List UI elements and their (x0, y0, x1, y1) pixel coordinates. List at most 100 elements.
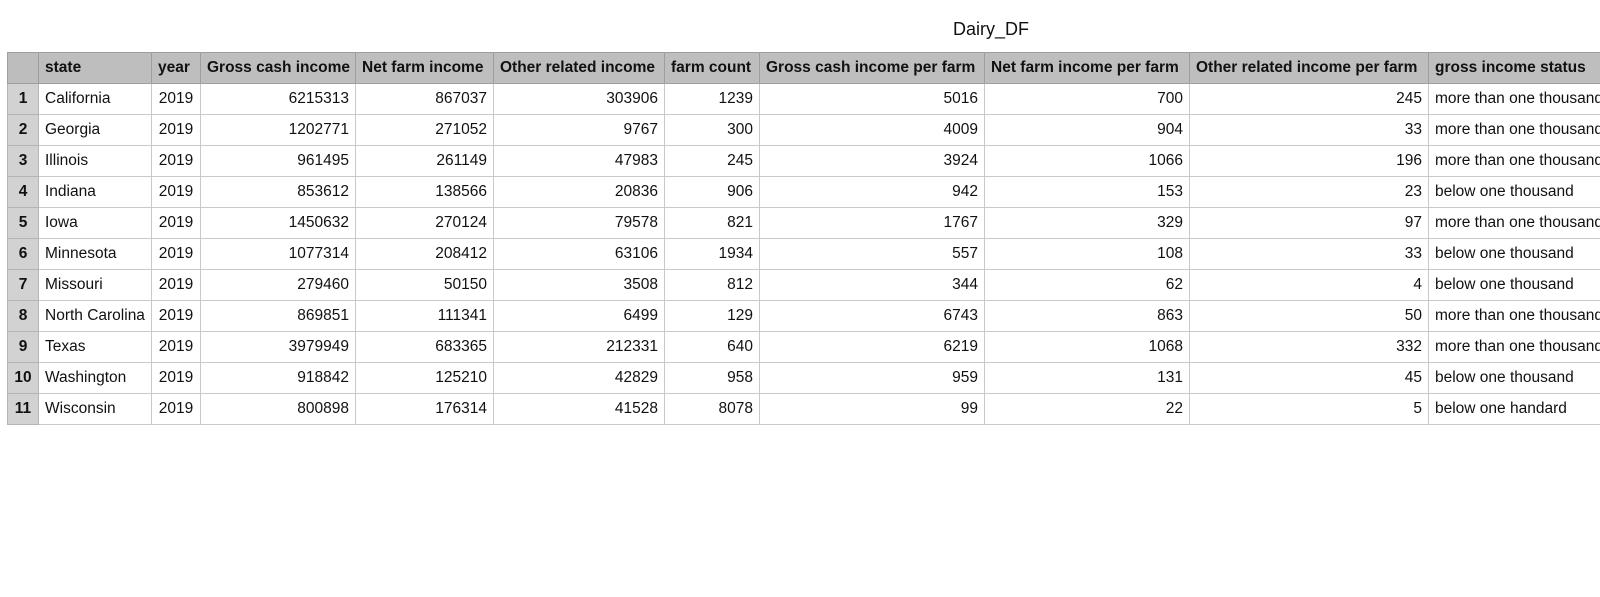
cell-net-farm-income-per-farm[interactable]: 62 (984, 269, 1190, 301)
cell-gross-cash-income-per-farm[interactable]: 3924 (759, 145, 985, 177)
cell-gross-cash-income[interactable]: 961495 (200, 145, 356, 177)
cell-farm-count[interactable]: 245 (664, 145, 760, 177)
cell-gross-income-status[interactable]: below one thousand (1428, 176, 1600, 208)
cell-gross-cash-income-per-farm[interactable]: 6219 (759, 331, 985, 363)
cell-year[interactable]: 2019 (151, 300, 201, 332)
cell-gross-cash-income[interactable]: 800898 (200, 393, 356, 425)
cell-other-related-income[interactable]: 9767 (493, 114, 665, 146)
cell-net-farm-income-per-farm[interactable]: 904 (984, 114, 1190, 146)
cell-net-farm-income-per-farm[interactable]: 329 (984, 207, 1190, 239)
cell-net-farm-income[interactable]: 261149 (355, 145, 494, 177)
cell-state[interactable]: Texas (38, 331, 152, 363)
column-header[interactable]: Other related income (493, 52, 665, 84)
cell-other-related-income[interactable]: 63106 (493, 238, 665, 270)
cell-other-related-income-per-farm[interactable]: 97 (1189, 207, 1429, 239)
cell-gross-income-status[interactable]: below one thousand (1428, 238, 1600, 270)
cell-gross-cash-income-per-farm[interactable]: 4009 (759, 114, 985, 146)
cell-net-farm-income[interactable]: 271052 (355, 114, 494, 146)
cell-state[interactable]: Minnesota (38, 238, 152, 270)
column-header[interactable]: Net farm income per farm (984, 52, 1190, 84)
cell-other-related-income[interactable]: 47983 (493, 145, 665, 177)
cell-state[interactable]: North Carolina (38, 300, 152, 332)
cell-year[interactable]: 2019 (151, 331, 201, 363)
cell-net-farm-income[interactable]: 50150 (355, 269, 494, 301)
cell-year[interactable]: 2019 (151, 145, 201, 177)
cell-gross-cash-income[interactable]: 3979949 (200, 331, 356, 363)
cell-gross-cash-income-per-farm[interactable]: 6743 (759, 300, 985, 332)
cell-year[interactable]: 2019 (151, 238, 201, 270)
cell-state[interactable]: Indiana (38, 176, 152, 208)
cell-net-farm-income-per-farm[interactable]: 863 (984, 300, 1190, 332)
cell-gross-cash-income[interactable]: 918842 (200, 362, 356, 394)
row-number[interactable]: 4 (7, 176, 39, 208)
cell-gross-cash-income-per-farm[interactable]: 5016 (759, 83, 985, 115)
cell-gross-cash-income-per-farm[interactable]: 99 (759, 393, 985, 425)
cell-gross-cash-income[interactable]: 6215313 (200, 83, 356, 115)
cell-year[interactable]: 2019 (151, 362, 201, 394)
cell-state[interactable]: Washington (38, 362, 152, 394)
cell-net-farm-income[interactable]: 125210 (355, 362, 494, 394)
cell-gross-cash-income-per-farm[interactable]: 942 (759, 176, 985, 208)
cell-net-farm-income[interactable]: 867037 (355, 83, 494, 115)
cell-other-related-income-per-farm[interactable]: 245 (1189, 83, 1429, 115)
cell-year[interactable]: 2019 (151, 393, 201, 425)
cell-other-related-income-per-farm[interactable]: 196 (1189, 145, 1429, 177)
cell-other-related-income-per-farm[interactable]: 5 (1189, 393, 1429, 425)
cell-year[interactable]: 2019 (151, 269, 201, 301)
cell-gross-income-status[interactable]: below one thousand (1428, 362, 1600, 394)
cell-net-farm-income-per-farm[interactable]: 131 (984, 362, 1190, 394)
cell-gross-cash-income-per-farm[interactable]: 557 (759, 238, 985, 270)
cell-net-farm-income-per-farm[interactable]: 1068 (984, 331, 1190, 363)
cell-farm-count[interactable]: 640 (664, 331, 760, 363)
cell-gross-cash-income-per-farm[interactable]: 959 (759, 362, 985, 394)
cell-other-related-income[interactable]: 42829 (493, 362, 665, 394)
cell-net-farm-income-per-farm[interactable]: 700 (984, 83, 1190, 115)
row-number[interactable]: 1 (7, 83, 39, 115)
row-number[interactable]: 8 (7, 300, 39, 332)
cell-farm-count[interactable]: 958 (664, 362, 760, 394)
cell-other-related-income[interactable]: 303906 (493, 83, 665, 115)
cell-farm-count[interactable]: 129 (664, 300, 760, 332)
cell-gross-cash-income-per-farm[interactable]: 344 (759, 269, 985, 301)
row-number[interactable]: 7 (7, 269, 39, 301)
cell-gross-cash-income[interactable]: 1202771 (200, 114, 356, 146)
column-header[interactable]: year (151, 52, 201, 84)
column-header[interactable]: state (38, 52, 152, 84)
row-number[interactable]: 3 (7, 145, 39, 177)
cell-year[interactable]: 2019 (151, 176, 201, 208)
cell-farm-count[interactable]: 1934 (664, 238, 760, 270)
row-number[interactable]: 11 (7, 393, 39, 425)
column-header[interactable]: gross income status (1428, 52, 1600, 84)
cell-gross-income-status[interactable]: below one thousand (1428, 269, 1600, 301)
cell-gross-cash-income[interactable]: 853612 (200, 176, 356, 208)
cell-farm-count[interactable]: 812 (664, 269, 760, 301)
cell-farm-count[interactable]: 300 (664, 114, 760, 146)
cell-farm-count[interactable]: 821 (664, 207, 760, 239)
cell-gross-income-status[interactable]: more than one thousand (1428, 83, 1600, 115)
cell-state[interactable]: Georgia (38, 114, 152, 146)
cell-other-related-income[interactable]: 212331 (493, 331, 665, 363)
cell-net-farm-income[interactable]: 111341 (355, 300, 494, 332)
corner-cell[interactable] (7, 52, 39, 84)
cell-gross-cash-income[interactable]: 1450632 (200, 207, 356, 239)
cell-gross-income-status[interactable]: more than one thousand (1428, 114, 1600, 146)
cell-net-farm-income[interactable]: 683365 (355, 331, 494, 363)
cell-gross-income-status[interactable]: more than one thousand (1428, 331, 1600, 363)
cell-other-related-income[interactable]: 3508 (493, 269, 665, 301)
row-number[interactable]: 6 (7, 238, 39, 270)
cell-other-related-income-per-farm[interactable]: 45 (1189, 362, 1429, 394)
cell-net-farm-income-per-farm[interactable]: 1066 (984, 145, 1190, 177)
cell-farm-count[interactable]: 1239 (664, 83, 760, 115)
column-header[interactable]: Gross cash income (200, 52, 356, 84)
cell-gross-cash-income[interactable]: 869851 (200, 300, 356, 332)
table-viewport[interactable]: state year Gross cash income Net farm in… (7, 52, 1600, 425)
column-header[interactable]: Other related income per farm (1189, 52, 1429, 84)
cell-other-related-income-per-farm[interactable]: 332 (1189, 331, 1429, 363)
cell-year[interactable]: 2019 (151, 207, 201, 239)
cell-state[interactable]: Wisconsin (38, 393, 152, 425)
column-header[interactable]: farm count (664, 52, 760, 84)
cell-gross-cash-income[interactable]: 1077314 (200, 238, 356, 270)
cell-net-farm-income-per-farm[interactable]: 22 (984, 393, 1190, 425)
cell-net-farm-income-per-farm[interactable]: 108 (984, 238, 1190, 270)
row-number[interactable]: 10 (7, 362, 39, 394)
